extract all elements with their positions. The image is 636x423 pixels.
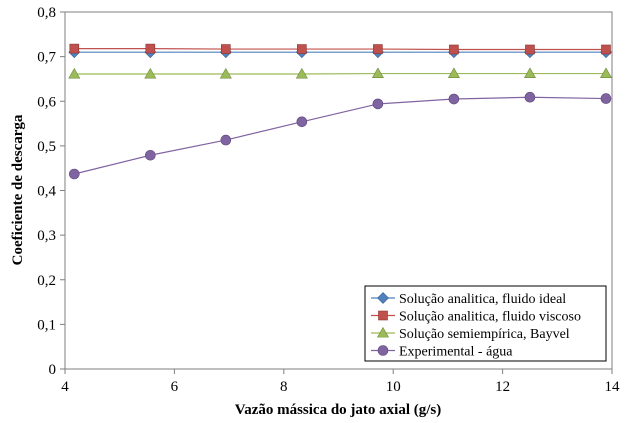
- series-4-point: [296, 116, 308, 128]
- y-tick-label: 0,5: [37, 139, 56, 155]
- series-3-point: [219, 67, 232, 79]
- series-2-point: [373, 44, 383, 54]
- x-tick-label: 6: [171, 379, 179, 395]
- series-3-point: [523, 67, 536, 79]
- series-2-point: [297, 44, 307, 54]
- y-tick-label: 0: [49, 362, 57, 378]
- legend: Solução analitica, fluido ideal Solução a…: [364, 285, 607, 362]
- legend-label: Solução analitica, fluido ideal: [399, 292, 566, 307]
- series-2-point: [69, 43, 80, 54]
- series-3-point: [447, 67, 460, 79]
- x-tick-label: 14: [605, 379, 621, 395]
- series-4-point: [68, 168, 80, 180]
- series-2-point: [525, 44, 535, 55]
- series-markers: [68, 43, 612, 180]
- series-2-point: [221, 44, 231, 54]
- x-axis-ticks: 4 6 8 10 12 14: [61, 369, 620, 395]
- x-axis-title: Vazão mássica do jato axial (g/s): [235, 402, 442, 418]
- y-axis-ticks: 0 0,1 0,2 0,3 0,4 0,5 0,6 0,7 0,8: [37, 5, 65, 378]
- series-2-point: [145, 43, 156, 54]
- legend-label: Experimental - água: [399, 345, 513, 360]
- x-tick-label: 8: [280, 379, 288, 395]
- series-3-point: [144, 67, 157, 79]
- series-4-point: [220, 134, 232, 146]
- y-tick-label: 0,2: [37, 273, 56, 289]
- series-3-point: [371, 67, 384, 79]
- series-4-point: [524, 91, 536, 103]
- series-4-point: [600, 93, 612, 104]
- y-tick-label: 0,1: [37, 317, 56, 333]
- series-4-point: [372, 98, 384, 110]
- series-line-2: [74, 47, 606, 51]
- legend-marker: [377, 345, 389, 356]
- y-tick-label: 0,8: [37, 5, 56, 21]
- y-tick-label: 0,4: [37, 184, 56, 200]
- legend-marker: [376, 326, 390, 338]
- series-2-point: [601, 44, 611, 55]
- series-3-point: [599, 67, 612, 79]
- y-tick-label: 0,3: [37, 228, 56, 244]
- legend-label: Solução analitica, fluido viscoso: [399, 310, 581, 325]
- x-tick-label: 10: [386, 379, 401, 395]
- series-lines: [74, 47, 606, 175]
- series-4-point: [145, 149, 156, 161]
- series-3-point: [295, 67, 308, 79]
- x-tick-label: 12: [495, 379, 510, 395]
- series-3-point: [68, 67, 81, 79]
- legend-marker: [378, 310, 388, 321]
- series-line-4: [74, 96, 606, 175]
- legend-box: [364, 285, 607, 362]
- series-4-point: [448, 93, 460, 105]
- y-tick-label: 0,7: [37, 50, 56, 66]
- legend-label: Solução semiempírica, Bayvel: [399, 327, 570, 342]
- x-tick-label: 4: [61, 379, 69, 395]
- y-axis-title: Coeficiente de descarga: [10, 114, 26, 265]
- y-tick-label: 0,6: [37, 94, 56, 110]
- legend-marker: [377, 292, 389, 304]
- series-2-point: [449, 44, 459, 55]
